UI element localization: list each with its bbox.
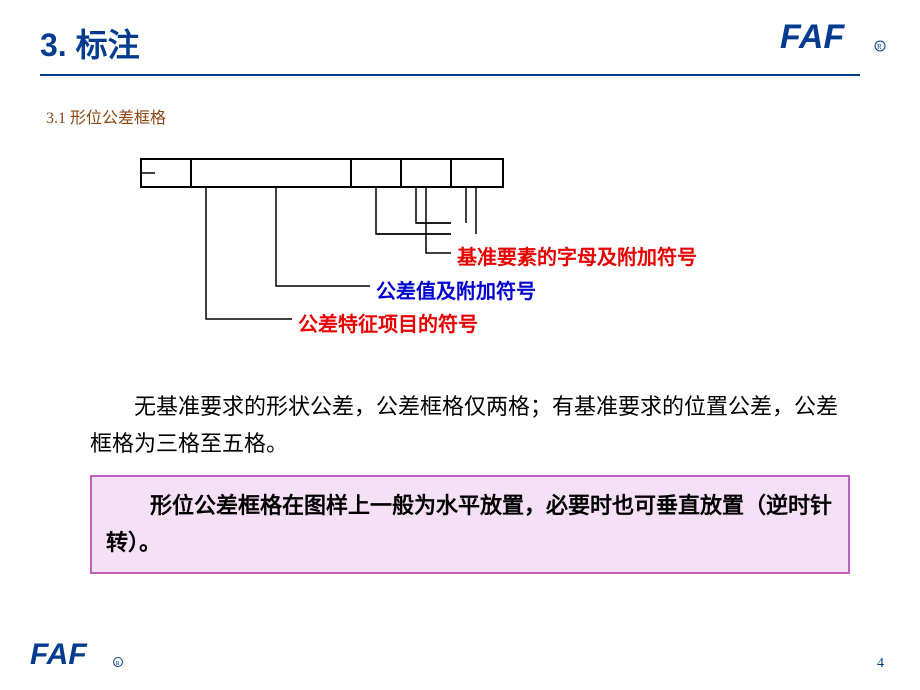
logo-bottom-left: FAF R xyxy=(30,637,130,676)
label-symbol: 公差特征项目的符号 xyxy=(298,308,478,337)
highlight-note: 形位公差框格在图样上一般为水平放置，必要时也可垂直放置（逆时针转）。 xyxy=(90,475,850,574)
svg-text:R: R xyxy=(116,661,120,667)
section-subtitle: 3.1 形位公差框格 xyxy=(46,104,920,128)
slide-header: 3. 标注 FAF R xyxy=(0,0,920,86)
slide-title: 3. 标注 xyxy=(40,20,880,66)
label-datum-letters: 基准要素的字母及附加符号 xyxy=(457,241,697,270)
header-underline xyxy=(40,74,860,76)
logo-top-right: FAF R xyxy=(780,18,890,61)
paragraph-text: 无基准要求的形状公差，公差框格仅两格；有基准要求的位置公差，公差框格为三格至五格… xyxy=(90,388,850,463)
svg-text:FAF: FAF xyxy=(30,638,87,671)
label-tolerance-value: 公差值及附加符号 xyxy=(376,275,536,304)
page-number: 4 xyxy=(877,656,884,672)
svg-text:FAF: FAF xyxy=(780,18,845,56)
svg-text:R: R xyxy=(877,43,882,51)
tolerance-frame-diagram: 基准要素的字母及附加符号 公差值及附加符号 公差特征项目的符号 xyxy=(100,158,800,368)
